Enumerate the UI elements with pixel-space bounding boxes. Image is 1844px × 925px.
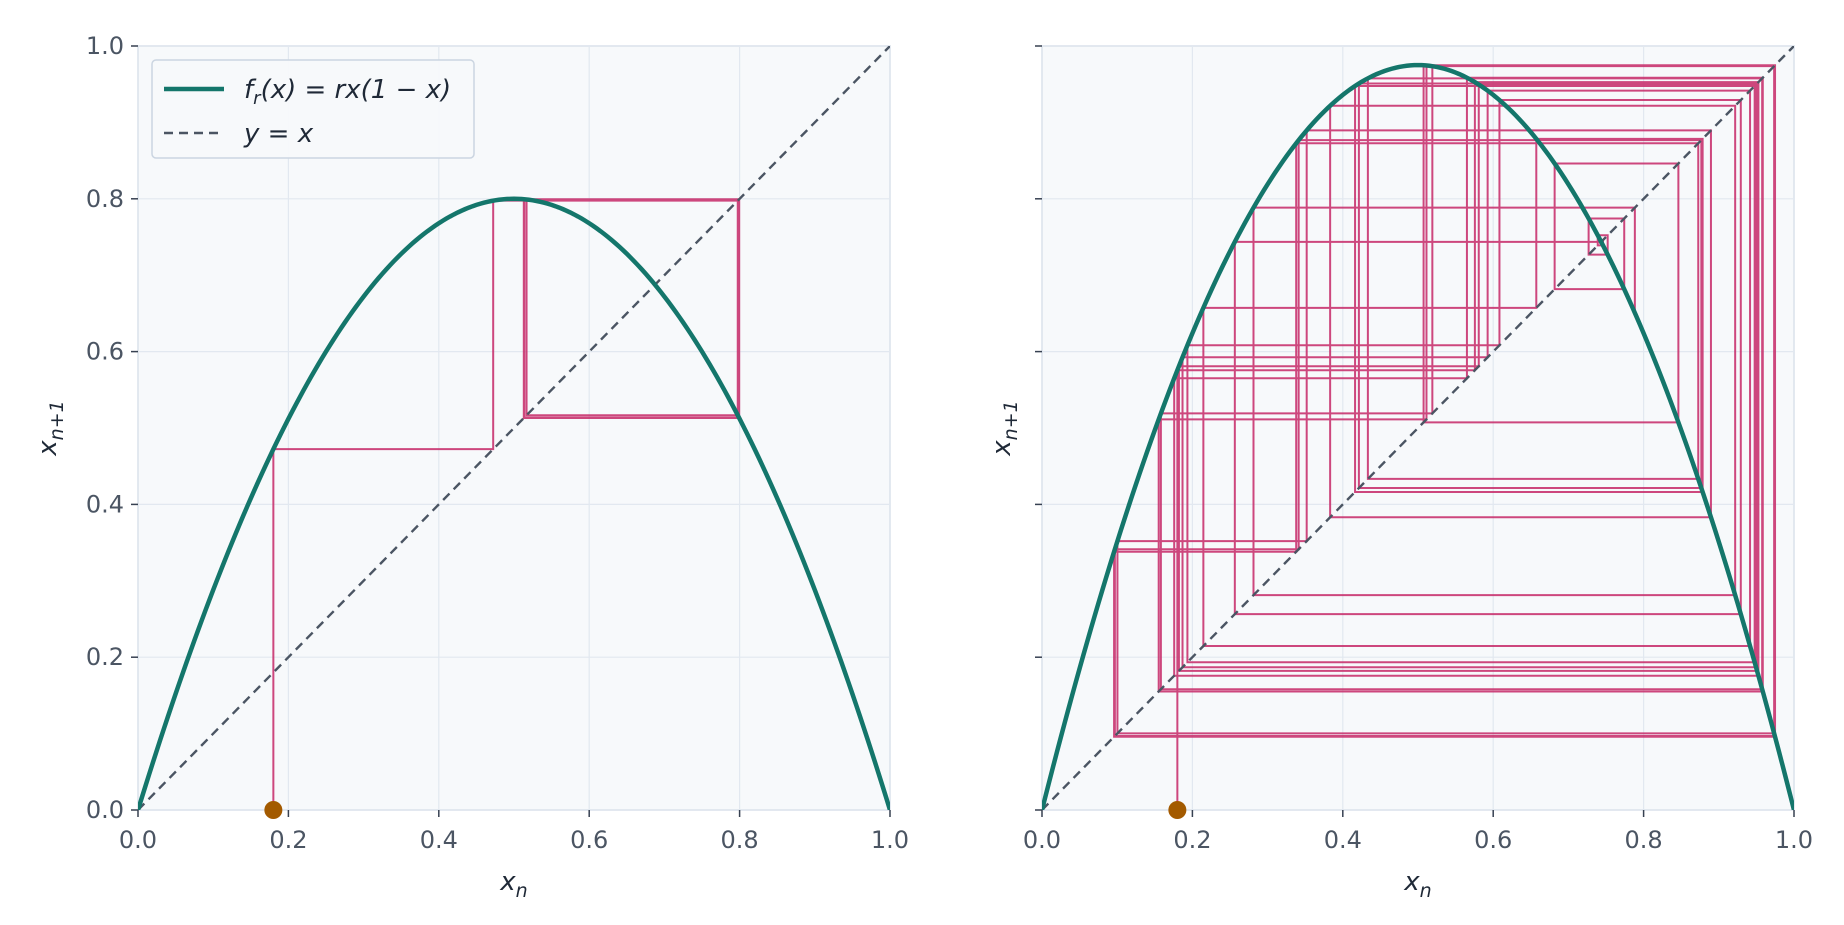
x-tick-label: 0.0 (1023, 826, 1061, 854)
y-axis-label: xn+1 (33, 400, 68, 456)
legend: fr(x) = rx(1 − x) y = x (151, 59, 475, 159)
right-panel: 0.0 0.2 0.4 0.6 0.8 1.0 xn xn+1 (987, 45, 1813, 902)
x-tick-label: 0.6 (1474, 826, 1512, 854)
x-tick-label: 1.0 (1775, 826, 1813, 854)
x-tick-label: 0.0 (119, 826, 157, 854)
x-tick-label: 0.8 (721, 826, 759, 854)
y-tick-label: 0.8 (86, 185, 124, 213)
legend-box (151, 59, 475, 159)
plot-content (138, 46, 890, 810)
left-panel: 0.0 0.2 0.4 0.6 0.8 1.0 0.0 0.2 0.4 0.6 0.8 1.0 xn xn… (33, 32, 909, 902)
x-tick-label: 0.6 (570, 826, 608, 854)
x-tick-label: 0.4 (1324, 826, 1362, 854)
y-tick-label: 0.4 (86, 490, 124, 518)
diagonal-line (1042, 46, 1794, 810)
x-tick-label: 1.0 (871, 826, 909, 854)
x-axis-label: xn (1403, 867, 1431, 902)
y-tick-label: 0.6 (86, 338, 124, 366)
plot-content (1042, 46, 1794, 810)
x-tick-label: 0.2 (1173, 826, 1211, 854)
x-tick-label: 0.8 (1625, 826, 1663, 854)
y-tick-label: 0.2 (86, 643, 124, 671)
y-axis-label: xn+1 (987, 400, 1022, 456)
y-tick-label: 0.0 (86, 796, 124, 824)
start-point (1168, 801, 1187, 819)
x-axis-label: xn (499, 867, 527, 902)
logistic-curve (1042, 62, 1794, 810)
start-point (264, 801, 283, 819)
diagonal-line (138, 46, 890, 810)
cobweb-path (272, 198, 741, 810)
y-tick-label: 1.0 (86, 32, 124, 60)
legend-label-diagonal: y = x (243, 119, 314, 149)
logistic-curve (138, 196, 890, 810)
x-tick-label: 0.4 (420, 826, 458, 854)
legend-label-curve: fr(x) = rx(1 − x) (244, 75, 451, 109)
x-tick-label: 0.2 (269, 826, 307, 854)
